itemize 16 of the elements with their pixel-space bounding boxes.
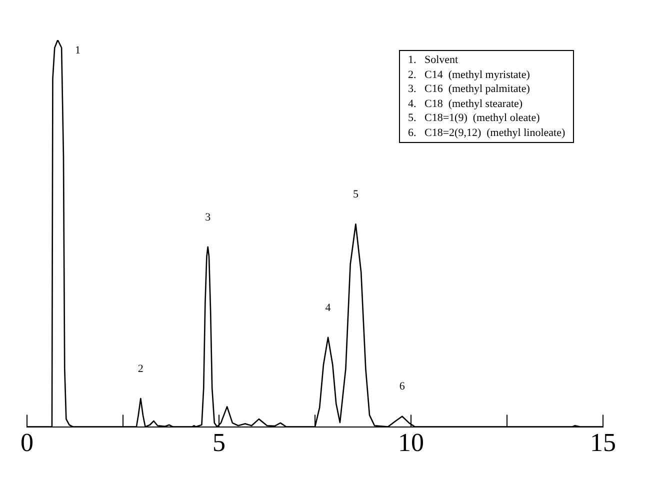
annotation: 5 bbox=[352, 188, 359, 201]
annotation: 2. C14 (methyl myristate) bbox=[408, 68, 531, 82]
x-tick-label: 0 bbox=[20, 428, 34, 458]
annotation: 6. C18=2(9,12) (methyl linoleate) bbox=[408, 126, 566, 140]
annotation: 6 bbox=[399, 380, 406, 393]
annotation: 3. C16 (methyl palmitate) bbox=[408, 82, 531, 96]
annotation: 2 bbox=[138, 362, 144, 375]
x-tick-label: 15 bbox=[590, 428, 616, 458]
annotation: 4 bbox=[325, 302, 332, 314]
annotation: 1 bbox=[74, 44, 80, 56]
x-tick-label: 10 bbox=[398, 428, 424, 458]
annotation: 3 bbox=[205, 211, 212, 224]
annotation: 4. C18 (methyl stearate) bbox=[408, 96, 524, 111]
annotation: 1. Solvent bbox=[408, 53, 460, 68]
annotation: 5. C18=1(9) (methyl oleate) bbox=[408, 111, 541, 126]
x-tick-label: 5 bbox=[212, 428, 226, 458]
